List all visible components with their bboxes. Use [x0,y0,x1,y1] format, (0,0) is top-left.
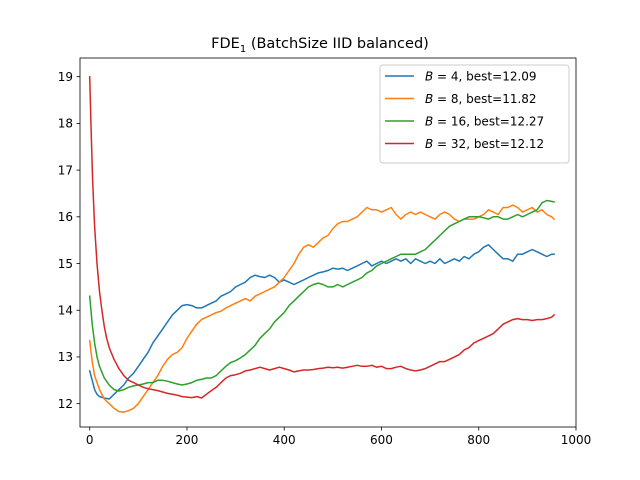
series-line-4 [88,75,556,399]
x-tick-label: 800 [467,433,490,447]
axes-frame [79,57,577,428]
chart-title-suffix: (BatchSize IID balanced) [246,36,429,52]
axes: 0 200 400 600 800 1000 12 13 14 15 16 17 18 19 [58,57,592,447]
plot-area [88,75,556,413]
x-tick-label: 0 [86,433,94,447]
legend-label-3: B = 16, best=12.27 [425,114,544,128]
chart-title: FDE1 (BatchSize IID balanced) [211,36,429,55]
y-tick-label: 18 [58,117,73,131]
y-tick-label: 17 [58,163,73,177]
legend-label-2: B = 8, best=11.82 [425,92,537,106]
y-tick-label: 15 [58,257,73,271]
y-tick-label: 19 [58,70,73,84]
series-line-3 [88,199,555,392]
chart-title-subscript: 1 [240,44,246,55]
x-tick-label: 400 [273,433,296,447]
series-line-1 [88,244,555,400]
legend: B = 4, best=12.09 B = 8, best=11.82 B = 16… [379,64,570,164]
y-tick-label: 13 [58,350,73,364]
legend-box [379,64,570,164]
x-tick-label: 200 [176,433,199,447]
legend-label-1: B = 4, best=12.09 [425,69,537,83]
x-tick-label: 600 [370,433,393,447]
x-tick-label: 1000 [561,433,592,447]
y-tick-label: 14 [58,304,73,318]
y-tick-label: 16 [58,210,73,224]
legend-label-4: B = 32, best=12.12 [425,137,544,151]
y-tick-label: 12 [58,397,73,411]
